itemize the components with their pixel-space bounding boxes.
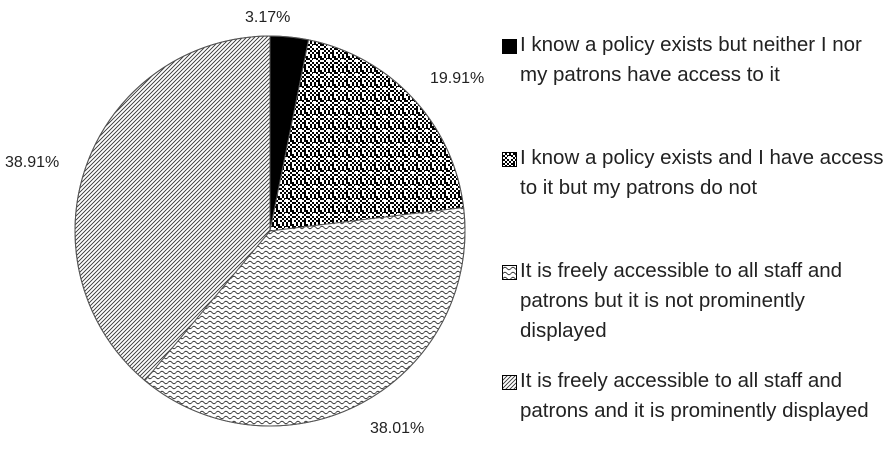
slice-value-label-4: 38.91% (5, 154, 59, 171)
legend-label-3: It is freely accessible to all staff and… (520, 259, 843, 342)
legend-swatch-4 (502, 375, 517, 390)
pie-outline (74, 35, 466, 427)
legend-swatch-1 (502, 39, 517, 54)
slice-value-label-1: 3.17% (245, 9, 290, 26)
slice-value-label-2: 19.91% (430, 70, 484, 87)
legend-swatch-2 (502, 152, 517, 167)
legend-label-1: I know a policy exists but neither I nor… (520, 33, 862, 86)
slice-value-label-3: 38.01% (370, 420, 424, 437)
legend-swatch-3 (502, 265, 517, 280)
legend-label-4: It is freely accessible to all staff and… (520, 369, 869, 422)
legend-label-2: I know a policy exists and I have access… (520, 146, 884, 199)
